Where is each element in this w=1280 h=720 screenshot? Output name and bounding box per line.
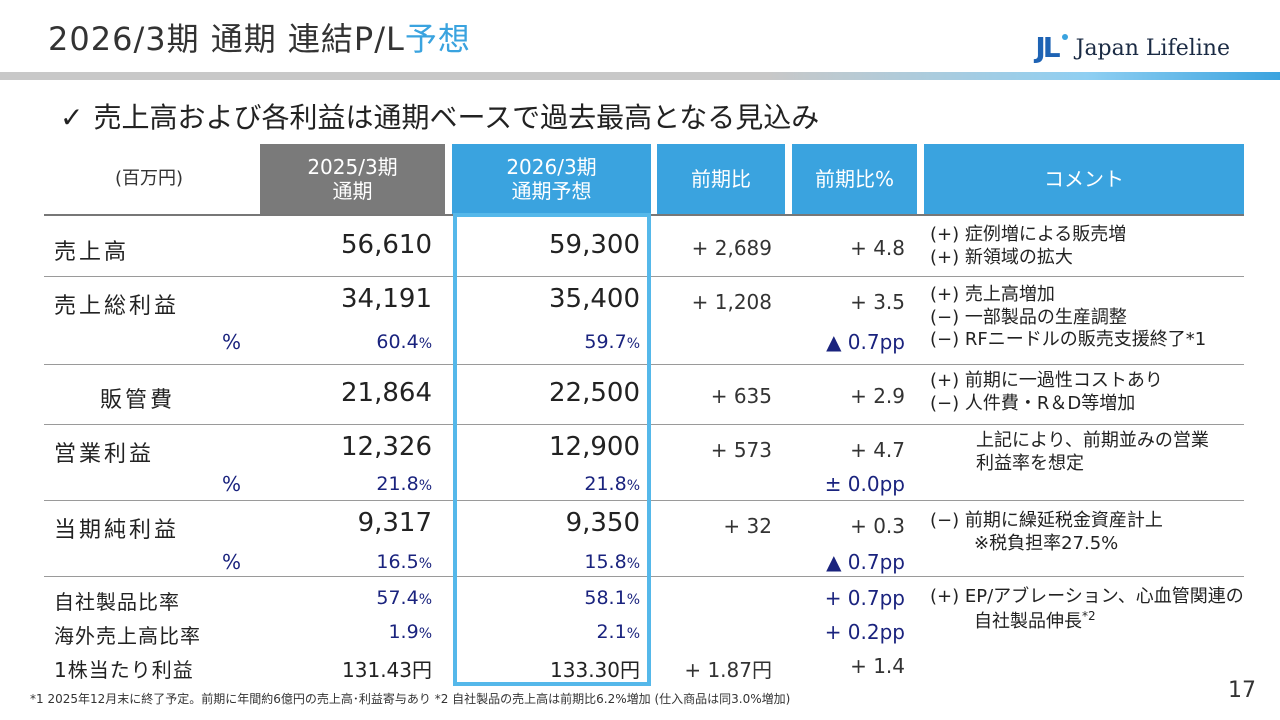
sga-comment: (+) 前期に一過性コストあり (−) 人件費・R＆D等増加 <box>930 370 1163 414</box>
title-main: 2026/3期 通期 連結P/L <box>48 20 405 58</box>
unit-label: (百万円) <box>114 168 184 190</box>
row-label-gross-profit: 売上総利益 <box>54 294 180 319</box>
gross-margin-fy25: 60.4% <box>376 331 432 353</box>
title-accent: 予想 <box>404 20 471 58</box>
header-yoy: 前期比 <box>657 144 785 214</box>
op-comment: 上記により、前期並みの営業 利益率を想定 <box>976 430 1209 474</box>
header-fy25: 2025/3期 通期 <box>260 144 445 214</box>
header-yoy-pct: 前期比% <box>792 144 917 214</box>
row-divider <box>44 424 1244 425</box>
sga-fy25: 21,864 <box>341 378 432 408</box>
sga-fy26: 22,500 <box>549 378 640 408</box>
row-label-eps: 1株当たり利益 <box>54 658 194 682</box>
eps-fy26: 133.30円 <box>550 658 640 682</box>
company-logo: JL Japan Lifeline <box>1035 34 1230 62</box>
header-comment: コメント <box>924 144 1244 214</box>
overseas-fy25: 1.9% <box>388 621 432 643</box>
header-fy26: 2026/3期 通期予想 <box>452 144 651 214</box>
sales-comment: (+) 症例増による販売増 (+) 新領域の拡大 <box>930 224 1127 268</box>
gross-comment: (+) 売上高増加 (−) 一部製品の生産調整 (−) RFニードルの販売支援終了*… <box>930 284 1207 350</box>
op-fy25: 12,326 <box>341 432 432 462</box>
page-title: 2026/3期 通期 連結P/L予想 <box>48 14 471 60</box>
net-margin-label: % <box>222 550 242 574</box>
net-comment: (−) 前期に繰延税金資産計上 ※税負担率27.5% <box>930 510 1163 554</box>
eps-yoy-pct: + 1.4 <box>850 654 905 678</box>
footnote: *1 2025年12月末に終了予定。前期に年間約6億円の売上高･利益寄与あり *… <box>30 692 791 706</box>
gross-margin-change: ▲ 0.7pp <box>826 330 905 354</box>
op-margin-fy26: 21.8% <box>584 473 640 495</box>
op-margin-change: ± 0.0pp <box>824 472 905 496</box>
sga-yoy: + 635 <box>710 384 772 408</box>
overseas-change: + 0.2pp <box>824 620 905 644</box>
own-fy26: 58.1% <box>584 587 640 609</box>
row-label-sales: 売上高 <box>54 240 130 265</box>
op-yoy: + 573 <box>710 438 772 462</box>
logo-mark: JL <box>1035 34 1068 62</box>
sales-yoy-pct: + 4.8 <box>850 236 905 260</box>
sga-yoy-pct: + 2.9 <box>850 384 905 408</box>
gross-fy26: 35,400 <box>549 284 640 314</box>
op-margin-label: % <box>222 472 242 496</box>
op-fy26: 12,900 <box>549 432 640 462</box>
gross-yoy-pct: + 3.5 <box>850 290 905 314</box>
title-divider <box>0 72 1280 80</box>
net-yoy-pct: + 0.3 <box>850 514 905 538</box>
row-divider <box>44 364 1244 365</box>
sales-fy25: 56,610 <box>341 230 432 260</box>
sales-yoy: + 2,689 <box>691 236 772 260</box>
gross-margin-fy26: 59.7% <box>584 331 640 353</box>
op-yoy-pct: + 4.7 <box>850 438 905 462</box>
net-fy25: 9,317 <box>357 508 432 538</box>
own-change: + 0.7pp <box>824 586 905 610</box>
row-label-own-product-ratio: 自社製品比率 <box>54 590 180 614</box>
row-divider <box>44 276 1244 277</box>
page-number: 17 <box>1228 678 1256 703</box>
eps-fy25: 131.43円 <box>342 658 432 682</box>
net-fy26: 9,350 <box>565 508 640 538</box>
row-label-overseas-ratio: 海外売上高比率 <box>54 624 201 648</box>
own-fy25: 57.4% <box>376 587 432 609</box>
subtitle: ✓ 売上高および各利益は通期ベースで過去最高となる見込み <box>60 96 819 136</box>
own-comment: (+) EP/アブレーション、心血管関連の 自社製品伸長*2 <box>930 586 1244 632</box>
net-margin-fy26: 15.8% <box>584 551 640 573</box>
row-label-operating-profit: 営業利益 <box>54 442 155 467</box>
eps-yoy: + 1.87円 <box>684 658 772 682</box>
gross-margin-label: % <box>222 330 242 354</box>
row-label-net-profit: 当期純利益 <box>54 518 180 543</box>
row-divider <box>44 500 1244 501</box>
net-margin-change: ▲ 0.7pp <box>826 550 905 574</box>
gross-yoy: + 1,208 <box>691 290 772 314</box>
net-yoy: + 32 <box>723 514 772 538</box>
overseas-fy26: 2.1% <box>596 621 640 643</box>
net-margin-fy25: 16.5% <box>376 551 432 573</box>
sales-fy26: 59,300 <box>549 230 640 260</box>
row-label-sga: 販管費 <box>100 388 176 413</box>
check-icon: ✓ <box>60 101 84 134</box>
subtitle-text: 売上高および各利益は通期ベースで過去最高となる見込み <box>93 101 820 134</box>
row-divider <box>44 576 1244 577</box>
logo-text: Japan Lifeline <box>1075 35 1230 61</box>
gross-fy25: 34,191 <box>341 284 432 314</box>
op-margin-fy25: 21.8% <box>376 473 432 495</box>
row-divider <box>44 214 1244 216</box>
